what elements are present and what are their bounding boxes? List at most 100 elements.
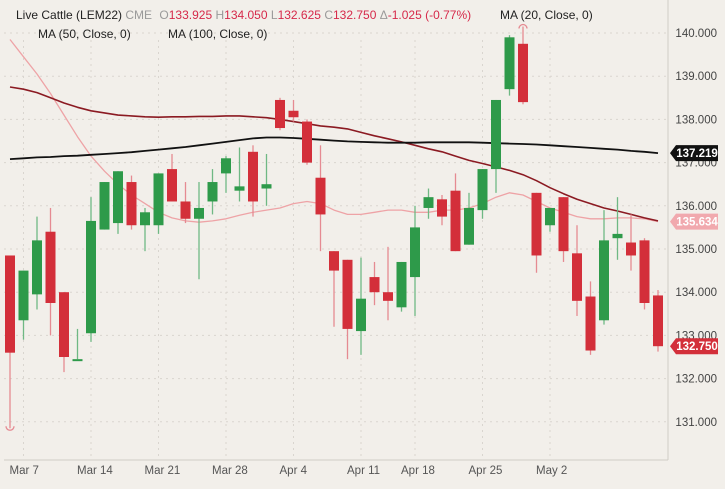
candle-body[interactable] — [32, 240, 42, 295]
candle-body[interactable] — [86, 220, 96, 334]
candle-up[interactable] — [207, 169, 218, 215]
candle-body[interactable] — [126, 182, 137, 226]
candle-up[interactable] — [396, 261, 407, 312]
candle-body[interactable] — [221, 158, 231, 174]
candle-down[interactable] — [126, 175, 137, 230]
candle-body[interactable] — [194, 207, 204, 219]
candle-up[interactable] — [356, 257, 366, 355]
candle-body[interactable] — [585, 296, 596, 351]
candle-body[interactable] — [383, 292, 393, 301]
candle-body[interactable] — [369, 277, 380, 293]
candles[interactable] — [5, 23, 663, 431]
candle-body[interactable] — [558, 197, 569, 252]
candle-body[interactable] — [356, 298, 366, 332]
candle-down[interactable] — [167, 153, 177, 202]
candle-up[interactable] — [410, 205, 420, 316]
ma20-legend[interactable]: MA (20, Close, 0) — [500, 8, 593, 22]
candle-down[interactable] — [626, 214, 636, 271]
ma50-legend[interactable]: MA (50, Close, 0) — [38, 27, 131, 41]
candle-body[interactable] — [423, 197, 434, 208]
candle-up[interactable] — [261, 153, 272, 206]
candle-up[interactable] — [86, 197, 96, 342]
candle-body[interactable] — [450, 190, 461, 252]
candle-down[interactable] — [180, 182, 191, 224]
candle-down[interactable] — [59, 292, 69, 373]
candle-body[interactable] — [248, 151, 258, 202]
candle-body[interactable] — [491, 99, 501, 170]
candle-down[interactable] — [315, 145, 326, 252]
candle-up[interactable] — [477, 169, 488, 219]
candle-body[interactable] — [5, 255, 15, 353]
candle-up[interactable] — [545, 207, 555, 232]
candle-up[interactable] — [504, 35, 515, 96]
candle-down[interactable] — [639, 238, 650, 310]
candle-body[interactable] — [396, 261, 407, 308]
candle-down[interactable] — [450, 173, 461, 252]
candle-body[interactable] — [45, 231, 56, 303]
candle-up[interactable] — [464, 192, 474, 245]
ma100-legend[interactable]: MA (100, Close, 0) — [168, 27, 268, 41]
candle-up[interactable] — [72, 328, 83, 362]
candle-down[interactable] — [518, 26, 528, 105]
candle-down[interactable] — [288, 99, 299, 122]
candle-body[interactable] — [207, 182, 218, 202]
candle-down[interactable] — [383, 246, 393, 321]
candle-up[interactable] — [194, 182, 204, 280]
candle-body[interactable] — [518, 43, 528, 103]
candle-body[interactable] — [329, 251, 339, 271]
candle-body[interactable] — [342, 259, 353, 329]
candle-up[interactable] — [612, 197, 623, 260]
candle-body[interactable] — [437, 199, 447, 217]
candle-body[interactable] — [639, 240, 650, 303]
candle-body[interactable] — [72, 359, 83, 362]
candle-body[interactable] — [113, 171, 123, 224]
candle-down[interactable] — [558, 197, 569, 262]
candle-down[interactable] — [572, 225, 582, 316]
candle-body[interactable] — [302, 121, 312, 163]
candle-up[interactable] — [423, 188, 434, 219]
candle-down[interactable] — [275, 97, 285, 131]
candle-body[interactable] — [626, 242, 636, 256]
candle-down[interactable] — [248, 145, 258, 217]
candle-up[interactable] — [113, 171, 123, 234]
candle-down[interactable] — [437, 195, 447, 226]
candle-body[interactable] — [18, 270, 29, 321]
candle-down[interactable] — [302, 119, 312, 165]
candle-body[interactable] — [504, 37, 515, 90]
candle-body[interactable] — [545, 207, 555, 226]
candle-down[interactable] — [531, 192, 542, 273]
candle-body[interactable] — [599, 240, 609, 321]
candle-body[interactable] — [410, 227, 420, 278]
candle-body[interactable] — [261, 184, 272, 189]
candle-up[interactable] — [140, 207, 150, 252]
candle-body[interactable] — [288, 110, 299, 118]
candle-up[interactable] — [18, 270, 29, 340]
candle-down[interactable] — [585, 281, 596, 355]
candle-body[interactable] — [180, 201, 191, 219]
candle-down[interactable] — [45, 207, 56, 336]
candle-down[interactable] — [5, 255, 15, 429]
candle-down[interactable] — [369, 261, 380, 306]
candle-up[interactable] — [99, 182, 110, 230]
candle-up[interactable] — [32, 216, 42, 310]
candle-body[interactable] — [477, 169, 488, 211]
candle-body[interactable] — [59, 292, 69, 357]
candle-up[interactable] — [234, 147, 245, 202]
candle-body[interactable] — [153, 173, 164, 226]
candle-up[interactable] — [491, 99, 501, 193]
candle-body[interactable] — [612, 233, 623, 239]
candle-up[interactable] — [599, 210, 609, 325]
candle-body[interactable] — [653, 295, 663, 347]
candle-up[interactable] — [153, 173, 164, 234]
candle-down[interactable] — [329, 251, 339, 327]
candle-body[interactable] — [167, 169, 177, 202]
candle-body[interactable] — [531, 192, 542, 256]
candle-down[interactable] — [342, 259, 353, 360]
candle-down[interactable] — [653, 290, 663, 352]
candle-body[interactable] — [99, 182, 110, 230]
candle-up[interactable] — [221, 156, 231, 193]
candle-body[interactable] — [464, 207, 474, 245]
candle-body[interactable] — [140, 212, 150, 226]
